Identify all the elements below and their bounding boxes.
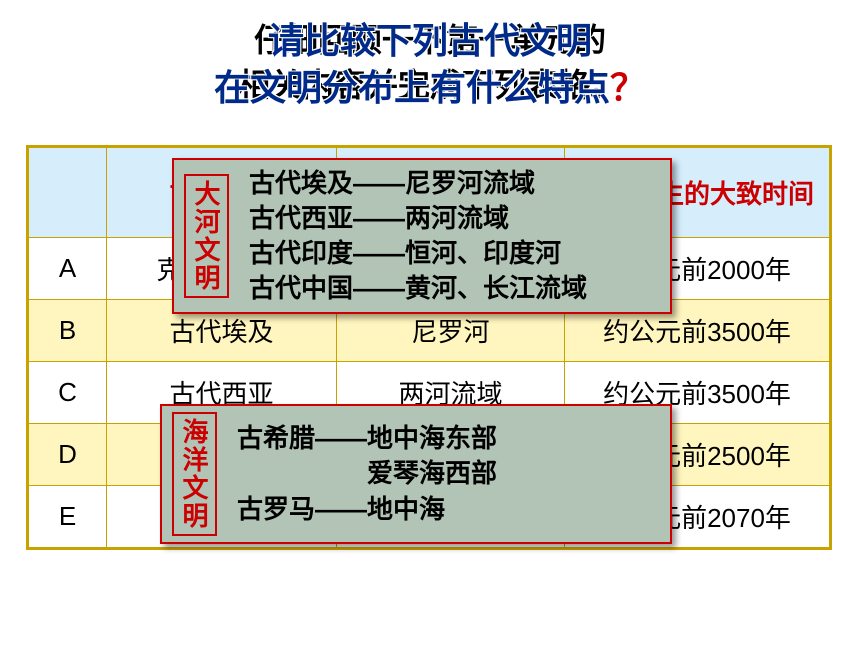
row-letter: C: [29, 362, 107, 424]
overlay-line: 古代埃及——尼罗河流域: [249, 166, 587, 201]
overlay-line: 古代印度——恒河、印度河: [249, 236, 587, 271]
th-blank: [29, 148, 107, 238]
overlay-label: 海洋文明: [172, 412, 217, 536]
river-civilization-overlay: 大河文明 古代埃及——尼罗河流域 古代西亚——两河流域 古代印度——恒河、印度河…: [172, 158, 672, 314]
overlay-line: 古代中国——黄河、长江流域: [249, 271, 587, 306]
ocean-civilization-overlay: 海洋文明 古希腊——地中海东部 爱琴海西部 古罗马——地中海: [160, 404, 672, 544]
overlay-label: 大河文明: [184, 174, 229, 298]
foreground-title: 请比较下列古代文明 在文明分布上有什么特点？: [0, 18, 860, 112]
row-letter: B: [29, 300, 107, 362]
fg-line1: 请比较下列古代文明: [268, 20, 592, 61]
overlay-line: 古代西亚——两河流域: [249, 201, 587, 236]
row-letter: A: [29, 238, 107, 300]
overlay-content: 古代埃及——尼罗河流域 古代西亚——两河流域 古代印度——恒河、印度河 古代中国…: [249, 166, 587, 306]
row-letter: D: [29, 424, 107, 486]
question-mark: ？: [610, 67, 646, 108]
row-letter: E: [29, 486, 107, 548]
slide-header: 仔细回顾一下第一单元的 相关内容并完成下列表格。 请比较下列古代文明 在文明分布…: [0, 0, 860, 112]
overlay-line: 古希腊——地中海东部: [237, 421, 497, 456]
overlay-line: 古罗马——地中海: [237, 492, 497, 527]
overlay-content: 古希腊——地中海东部 爱琴海西部 古罗马——地中海: [237, 421, 497, 526]
overlay-line: 爱琴海西部: [237, 456, 497, 491]
fg-line2: 在文明分布上有什么特点: [214, 67, 610, 108]
